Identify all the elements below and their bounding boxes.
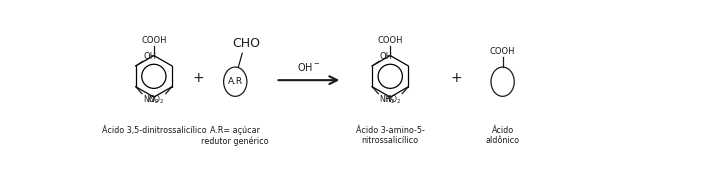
Text: $\mathregular{OH^-}$: $\mathregular{OH^-}$ <box>297 61 320 73</box>
Text: COOH: COOH <box>141 36 167 45</box>
Text: Ácido 3,5-dinitrossalicílico: Ácido 3,5-dinitrossalicílico <box>101 126 206 135</box>
Text: Ácido
aldônico: Ácido aldônico <box>486 126 520 145</box>
Text: +: + <box>192 71 204 85</box>
Text: OH: OH <box>380 52 393 61</box>
Text: $\mathregular{NO_2}$: $\mathregular{NO_2}$ <box>143 94 159 106</box>
Text: COOH: COOH <box>377 36 403 45</box>
Text: OH: OH <box>144 52 156 61</box>
Text: CHO: CHO <box>232 37 260 50</box>
Text: $\mathregular{NO_2}$: $\mathregular{NO_2}$ <box>149 94 165 106</box>
Text: Ácido 3-amino-5-
nitrossalicílico: Ácido 3-amino-5- nitrossalicílico <box>356 126 425 145</box>
Text: $\mathregular{NH_2}$: $\mathregular{NH_2}$ <box>379 94 396 106</box>
Text: COOH: COOH <box>490 47 515 56</box>
Text: +: + <box>451 71 462 85</box>
Text: $\mathregular{NO_2}$: $\mathregular{NO_2}$ <box>384 94 401 106</box>
Text: A.R: A.R <box>227 77 243 86</box>
Text: A.R= açúcar
redutor genérico: A.R= açúcar redutor genérico <box>201 126 269 146</box>
